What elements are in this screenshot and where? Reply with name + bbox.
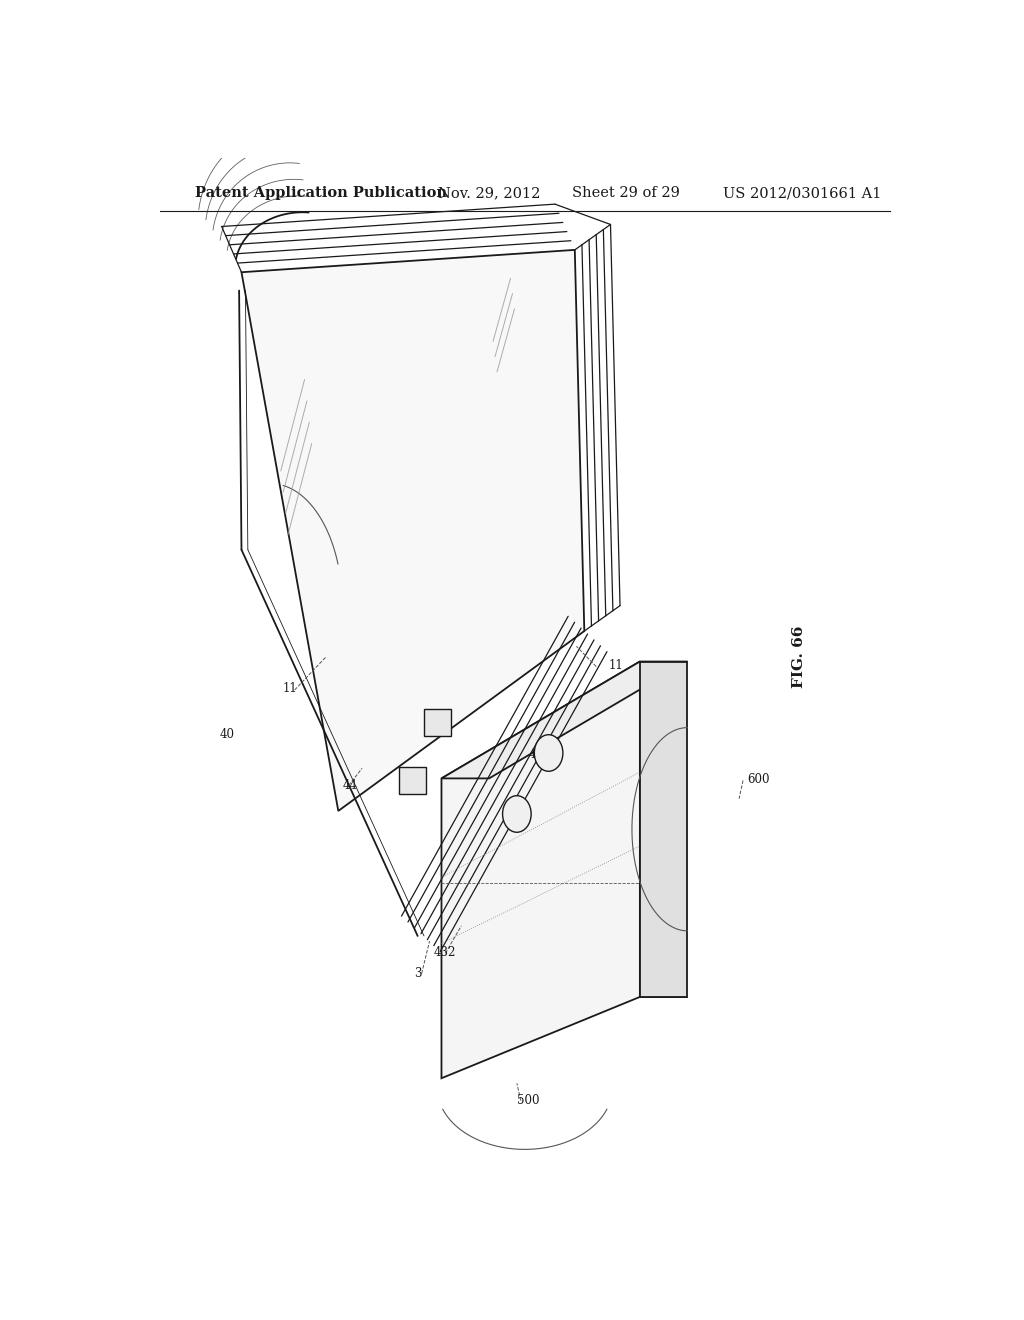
Text: 40: 40 <box>219 727 234 741</box>
Text: 432: 432 <box>528 748 551 762</box>
Text: Nov. 29, 2012: Nov. 29, 2012 <box>437 186 540 201</box>
Circle shape <box>535 735 563 771</box>
Text: 600: 600 <box>748 774 769 787</box>
Text: 44: 44 <box>342 779 357 792</box>
Text: 3: 3 <box>414 966 421 979</box>
Circle shape <box>503 796 531 833</box>
Text: 500: 500 <box>517 1094 540 1106</box>
Text: 432: 432 <box>433 946 456 960</box>
FancyBboxPatch shape <box>398 767 426 793</box>
Text: Patent Application Publication: Patent Application Publication <box>196 186 447 201</box>
Text: 11: 11 <box>609 659 624 672</box>
Polygon shape <box>242 249 585 810</box>
Text: US 2012/0301661 A1: US 2012/0301661 A1 <box>723 186 882 201</box>
FancyBboxPatch shape <box>424 709 451 735</box>
Text: Sheet 29 of 29: Sheet 29 of 29 <box>572 186 680 201</box>
Polygon shape <box>441 661 687 779</box>
Text: 11: 11 <box>283 682 298 696</box>
Polygon shape <box>640 661 687 997</box>
Polygon shape <box>441 661 640 1078</box>
Text: FIG. 66: FIG. 66 <box>792 626 806 688</box>
